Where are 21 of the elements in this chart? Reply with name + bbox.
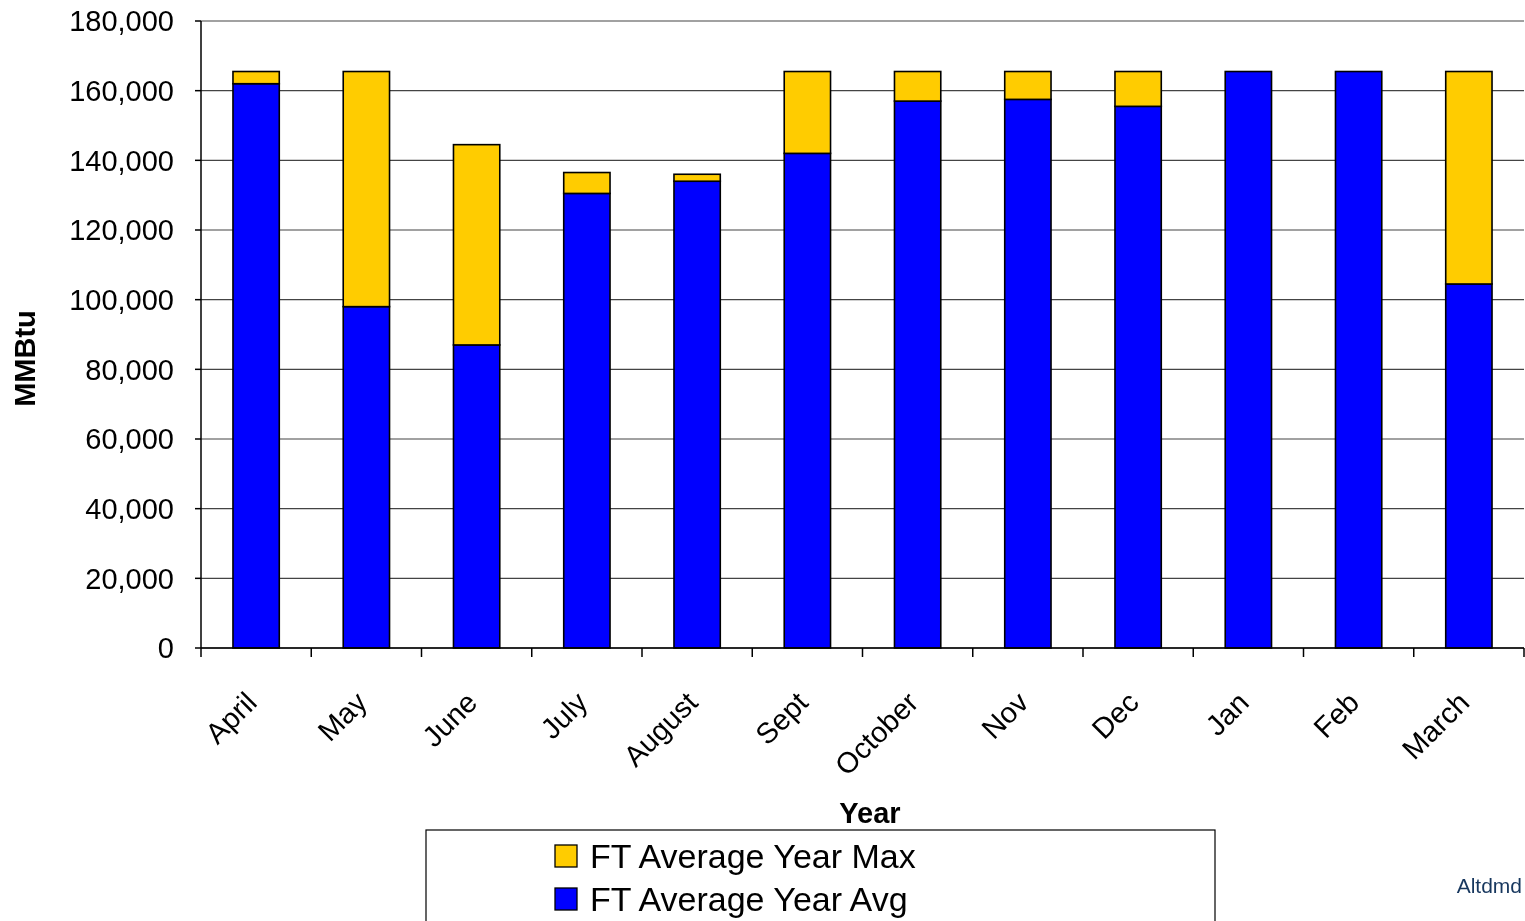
y-tick-label: 140,000 — [69, 144, 174, 177]
y-tick-label: 180,000 — [69, 5, 174, 38]
y-tick-label: 80,000 — [85, 353, 174, 386]
x-tick-label: May — [311, 685, 374, 748]
y-tick-label: 60,000 — [85, 423, 174, 456]
x-axis-title: Year — [839, 797, 901, 829]
y-tick-label: 20,000 — [85, 562, 174, 595]
x-tick-label: Feb — [1307, 685, 1366, 744]
legend-label: FT Average Year Avg — [590, 880, 908, 918]
y-axis-title: MMBtu — [9, 310, 41, 407]
x-tick-label: July — [534, 685, 594, 746]
x-tick-label: Nov — [975, 685, 1035, 746]
y-tick-label: 160,000 — [69, 75, 174, 108]
y-tick-label: 40,000 — [85, 493, 174, 526]
x-tick-label: Dec — [1085, 685, 1145, 746]
y-tick-label: 100,000 — [69, 284, 174, 317]
x-tick-label: Jan — [1199, 685, 1255, 742]
legend-label: FT Average Year Max — [590, 837, 916, 875]
y-tick-label: 120,000 — [69, 214, 174, 247]
y-tick-label: 0 — [157, 632, 174, 665]
text: Altdmd — [1456, 874, 1522, 897]
